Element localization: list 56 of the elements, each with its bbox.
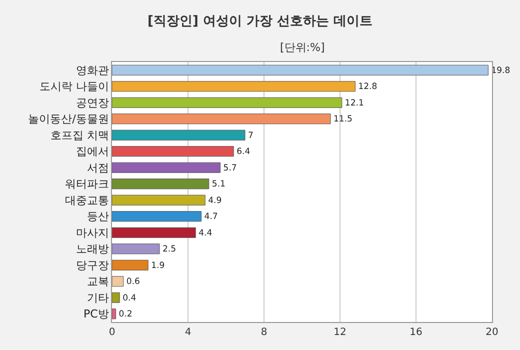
y-tick-label: 등산 (86, 210, 109, 224)
bar (112, 227, 196, 238)
data-label: 11.5 (334, 114, 352, 125)
bar (112, 211, 202, 222)
chart-title: [직장인] 여성이 가장 선호하는 데이트 (148, 14, 372, 29)
data-label: 19.8 (491, 66, 510, 76)
data-label: 5.7 (223, 163, 237, 174)
bar (112, 178, 210, 190)
bar (112, 97, 342, 108)
x-tick-label: 16 (410, 327, 422, 338)
bar (112, 81, 356, 92)
bar (112, 146, 234, 157)
bar (112, 114, 331, 124)
chart-subtitle: [단위:%] (280, 41, 325, 54)
bar (112, 162, 221, 173)
x-tick-label: 8 (260, 327, 268, 338)
y-tick-label: 영화관 (76, 64, 109, 77)
y-tick-label: 집에서 (76, 145, 109, 158)
y-tick-label: 호프집 치맥 (50, 128, 109, 142)
y-tick-label: 공연장 (76, 96, 109, 110)
data-label: 4.9 (208, 196, 222, 206)
y-tick-label: 교복 (86, 275, 109, 288)
data-label: 2.5 (162, 244, 176, 255)
y-tick-label: 도시락 나들이 (39, 80, 109, 94)
data-label: 6.4 (236, 147, 250, 158)
data-label: 4.7 (204, 212, 218, 222)
data-label: 0.4 (122, 293, 136, 304)
bar (112, 194, 206, 206)
data-label: 5.1 (212, 180, 226, 190)
y-tick-label: PC방 (83, 308, 109, 321)
bar (112, 130, 246, 140)
data-label: 12.1 (344, 98, 364, 108)
data-label: 0.2 (118, 310, 132, 320)
bar (112, 308, 116, 320)
bar (112, 64, 488, 76)
y-tick-label: 기타 (86, 291, 109, 304)
y-tick-label: 놀이동산/동물원 (28, 112, 109, 126)
y-tick-label: 워터파크 (64, 178, 109, 191)
bar (112, 276, 124, 287)
y-tick-label: 노래방 (76, 242, 109, 256)
y-tick-label: 대중교통 (64, 194, 109, 207)
data-label: 12.8 (358, 82, 378, 92)
x-tick-label: 20 (486, 327, 498, 338)
y-tick-label: 당구장 (76, 258, 109, 272)
data-label: 0.6 (126, 277, 140, 288)
x-tick-label: 12 (334, 327, 346, 338)
data-label: 1.9 (151, 260, 165, 271)
data-label: 7 (248, 130, 254, 141)
bar (112, 260, 148, 270)
y-tick-label: 마사지 (76, 226, 109, 240)
data-label: 4.4 (198, 228, 212, 238)
x-tick-label: 0 (108, 327, 116, 338)
y-tick-label: 서점 (86, 161, 109, 174)
bar (112, 292, 120, 303)
bar (112, 244, 160, 254)
x-tick-label: 4 (184, 327, 192, 338)
